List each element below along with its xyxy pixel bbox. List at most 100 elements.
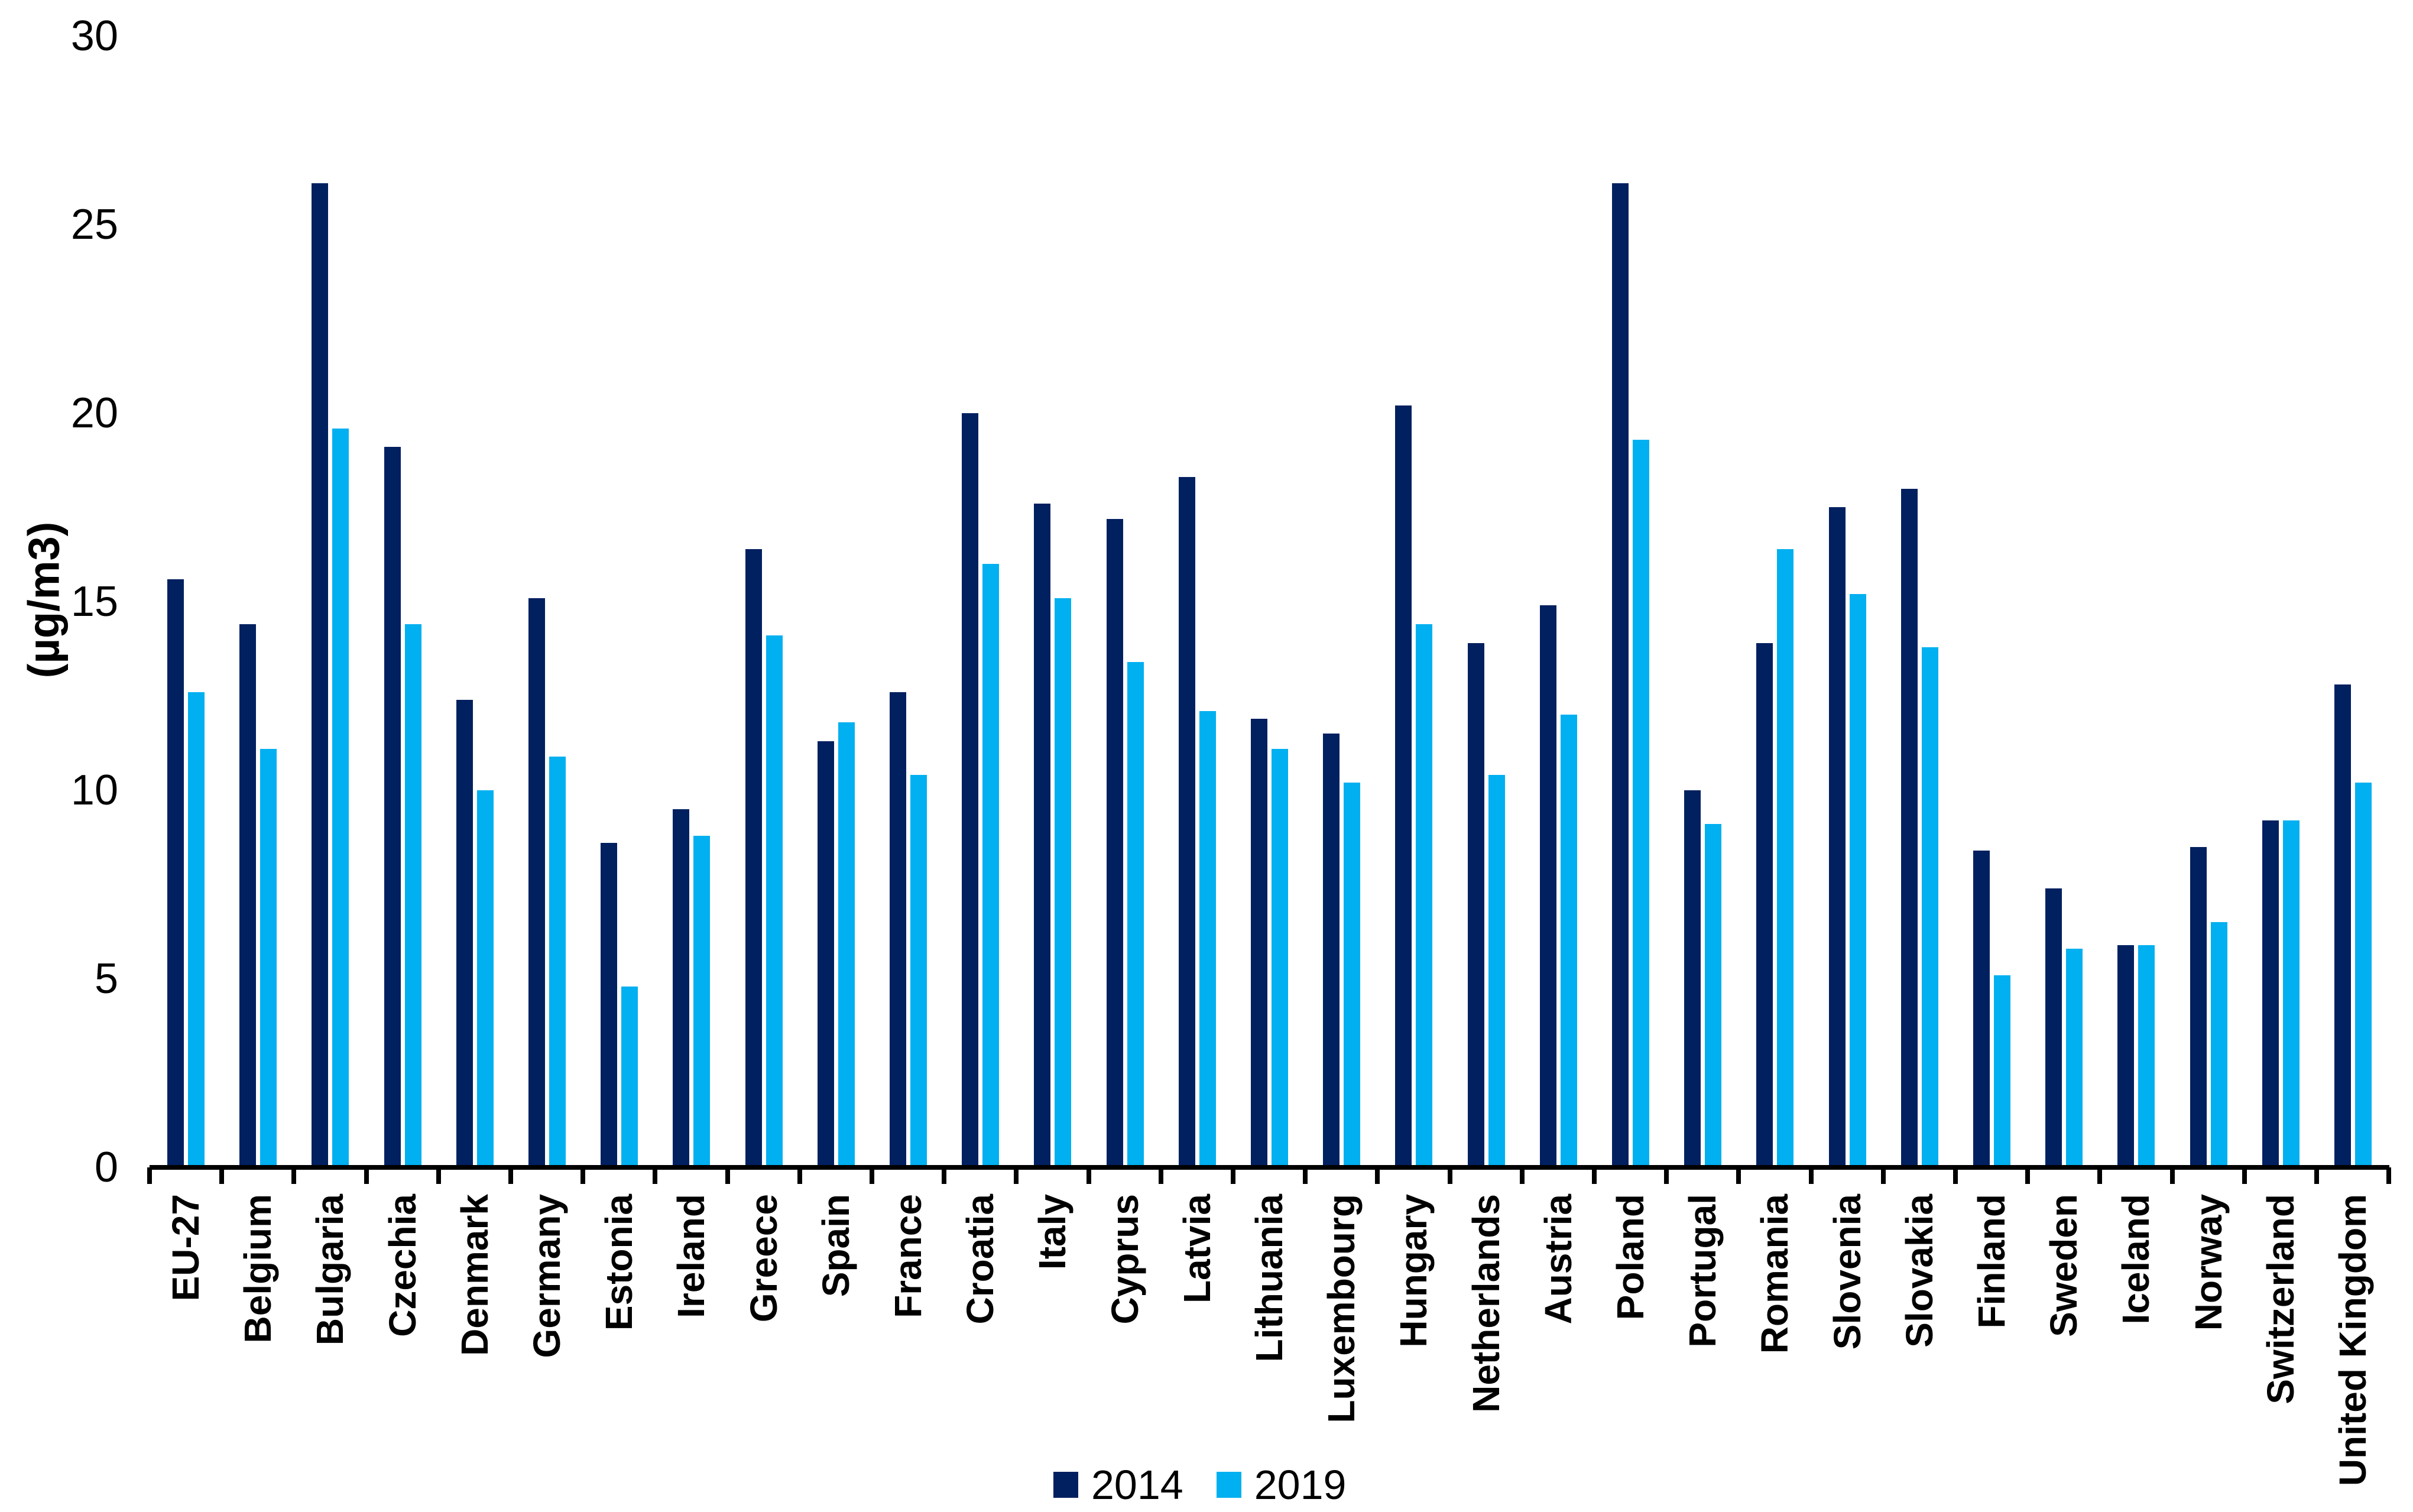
bar-2014-slovenia <box>1829 507 1846 1167</box>
x-label-austria: Austria <box>1537 1194 1580 1325</box>
x-label-portugal: Portugal <box>1681 1194 1724 1348</box>
bar-2014-slovakia <box>1901 489 1918 1167</box>
x-label-united-kingdom: United Kingdom <box>2331 1194 2374 1487</box>
bar-2019-greece <box>766 635 783 1167</box>
x-label-norway: Norway <box>2187 1194 2230 1331</box>
bar-2019-hungary <box>1416 624 1432 1167</box>
bar-2019-ireland <box>693 836 710 1167</box>
x-label-romania: Romania <box>1753 1194 1796 1354</box>
x-axis-tick <box>942 1167 946 1184</box>
bar-2019-czechia <box>405 624 421 1167</box>
bar-2019-iceland <box>2138 945 2155 1167</box>
x-label-slovenia: Slovenia <box>1826 1194 1869 1350</box>
x-axis-tick <box>2242 1167 2247 1184</box>
bar-2014-croatia <box>962 413 978 1167</box>
bar-2019-lithuania <box>1272 749 1288 1167</box>
y-tick-label-30: 30 <box>70 12 118 60</box>
x-axis-tick <box>364 1167 369 1184</box>
x-axis-tick <box>291 1167 296 1184</box>
bar-2014-france <box>890 692 906 1167</box>
x-label-czechia: Czechia <box>381 1194 424 1337</box>
x-axis-tick <box>436 1167 441 1184</box>
x-axis-tick <box>1881 1167 1886 1184</box>
bar-2014-norway <box>2190 847 2207 1167</box>
x-axis-tick <box>1664 1167 1669 1184</box>
x-label-croatia: Croatia <box>959 1194 1001 1325</box>
x-axis-tick <box>1953 1167 1958 1184</box>
x-axis-tick <box>870 1167 874 1184</box>
x-label-finland: Finland <box>1970 1194 2013 1329</box>
x-axis-tick <box>1448 1167 1452 1184</box>
x-label-estonia: Estonia <box>598 1194 640 1331</box>
x-axis-tick <box>508 1167 513 1184</box>
legend-label-2019: 2019 <box>1254 1462 1347 1508</box>
bar-2019-croatia <box>982 564 999 1167</box>
x-label-sweden: Sweden <box>2042 1194 2085 1337</box>
bar-2014-portugal <box>1684 790 1701 1167</box>
x-label-ireland: Ireland <box>670 1194 712 1318</box>
x-axis-tick <box>725 1167 730 1184</box>
bar-2019-belgium <box>260 749 277 1167</box>
bar-2014-estonia <box>601 843 617 1167</box>
bar-2019-norway <box>2211 922 2227 1167</box>
bar-2019-finland <box>1994 975 2010 1167</box>
y-tick-label-5: 5 <box>94 955 118 1002</box>
bar-2014-denmark <box>456 700 473 1167</box>
bar-2014-latvia <box>1179 477 1195 1167</box>
bar-2014-spain <box>818 741 834 1167</box>
bar-2019-germany <box>549 757 566 1167</box>
legend: 2014 2019 <box>1053 1459 1346 1511</box>
bar-2014-eu-27 <box>167 579 184 1167</box>
bar-2019-cyprus <box>1127 662 1144 1167</box>
y-tick-label-25: 25 <box>70 201 118 248</box>
legend-swatch-2019 <box>1216 1472 1241 1498</box>
bar-2014-greece <box>745 549 762 1167</box>
bar-2014-finland <box>1973 851 1990 1167</box>
bar-2014-iceland <box>2117 945 2134 1167</box>
y-tick-label-20: 20 <box>70 390 118 437</box>
bar-2014-czechia <box>384 447 401 1167</box>
bar-2014-belgium <box>239 624 256 1167</box>
bar-2014-switzerland <box>2262 820 2279 1167</box>
x-axis-tick <box>1231 1167 1235 1184</box>
bar-2019-netherlands <box>1488 775 1505 1167</box>
x-label-bulgaria: Bulgaria <box>309 1194 351 1346</box>
x-axis-tick <box>797 1167 802 1184</box>
legend-swatch-2014 <box>1053 1472 1078 1498</box>
y-tick-label-0: 0 <box>94 1144 118 1191</box>
bar-2019-portugal <box>1705 824 1721 1167</box>
bar-2019-slovakia <box>1922 647 1938 1167</box>
x-axis-tick <box>1303 1167 1308 1184</box>
bar-2014-poland <box>1612 183 1629 1167</box>
x-label-france: France <box>887 1194 929 1318</box>
bar-2019-romania <box>1777 549 1793 1167</box>
bar-2019-austria <box>1561 715 1577 1167</box>
bar-2014-germany <box>528 598 545 1167</box>
x-label-hungary: Hungary <box>1392 1194 1435 1348</box>
bar-2019-sweden <box>2066 949 2083 1167</box>
bar-2019-denmark <box>477 790 494 1167</box>
x-label-spain: Spain <box>815 1194 857 1297</box>
x-axis-tick <box>2314 1167 2319 1184</box>
x-axis-tick <box>2170 1167 2175 1184</box>
x-label-germany: Germany <box>526 1194 568 1358</box>
bar-2014-italy <box>1034 504 1050 1167</box>
bar-2019-estonia <box>621 987 638 1167</box>
bar-2014-united-kingdom <box>2334 684 2351 1167</box>
x-axis-tick <box>1592 1167 1597 1184</box>
bar-2019-spain <box>838 722 855 1167</box>
x-axis-tick <box>580 1167 585 1184</box>
bar-2014-romania <box>1756 643 1773 1167</box>
bar-2019-bulgaria <box>332 429 349 1167</box>
x-label-eu-27: EU-27 <box>164 1194 207 1302</box>
bar-2019-france <box>910 775 927 1167</box>
bar-2014-cyprus <box>1107 519 1123 1167</box>
bar-2019-italy <box>1055 598 1071 1167</box>
x-axis-tick <box>2097 1167 2102 1184</box>
x-axis-tick <box>1375 1167 1380 1184</box>
x-axis-tick <box>2025 1167 2030 1184</box>
bar-2019-luxembourg <box>1344 783 1360 1167</box>
x-axis-tick <box>2386 1167 2391 1184</box>
bar-2014-austria <box>1540 605 1556 1167</box>
